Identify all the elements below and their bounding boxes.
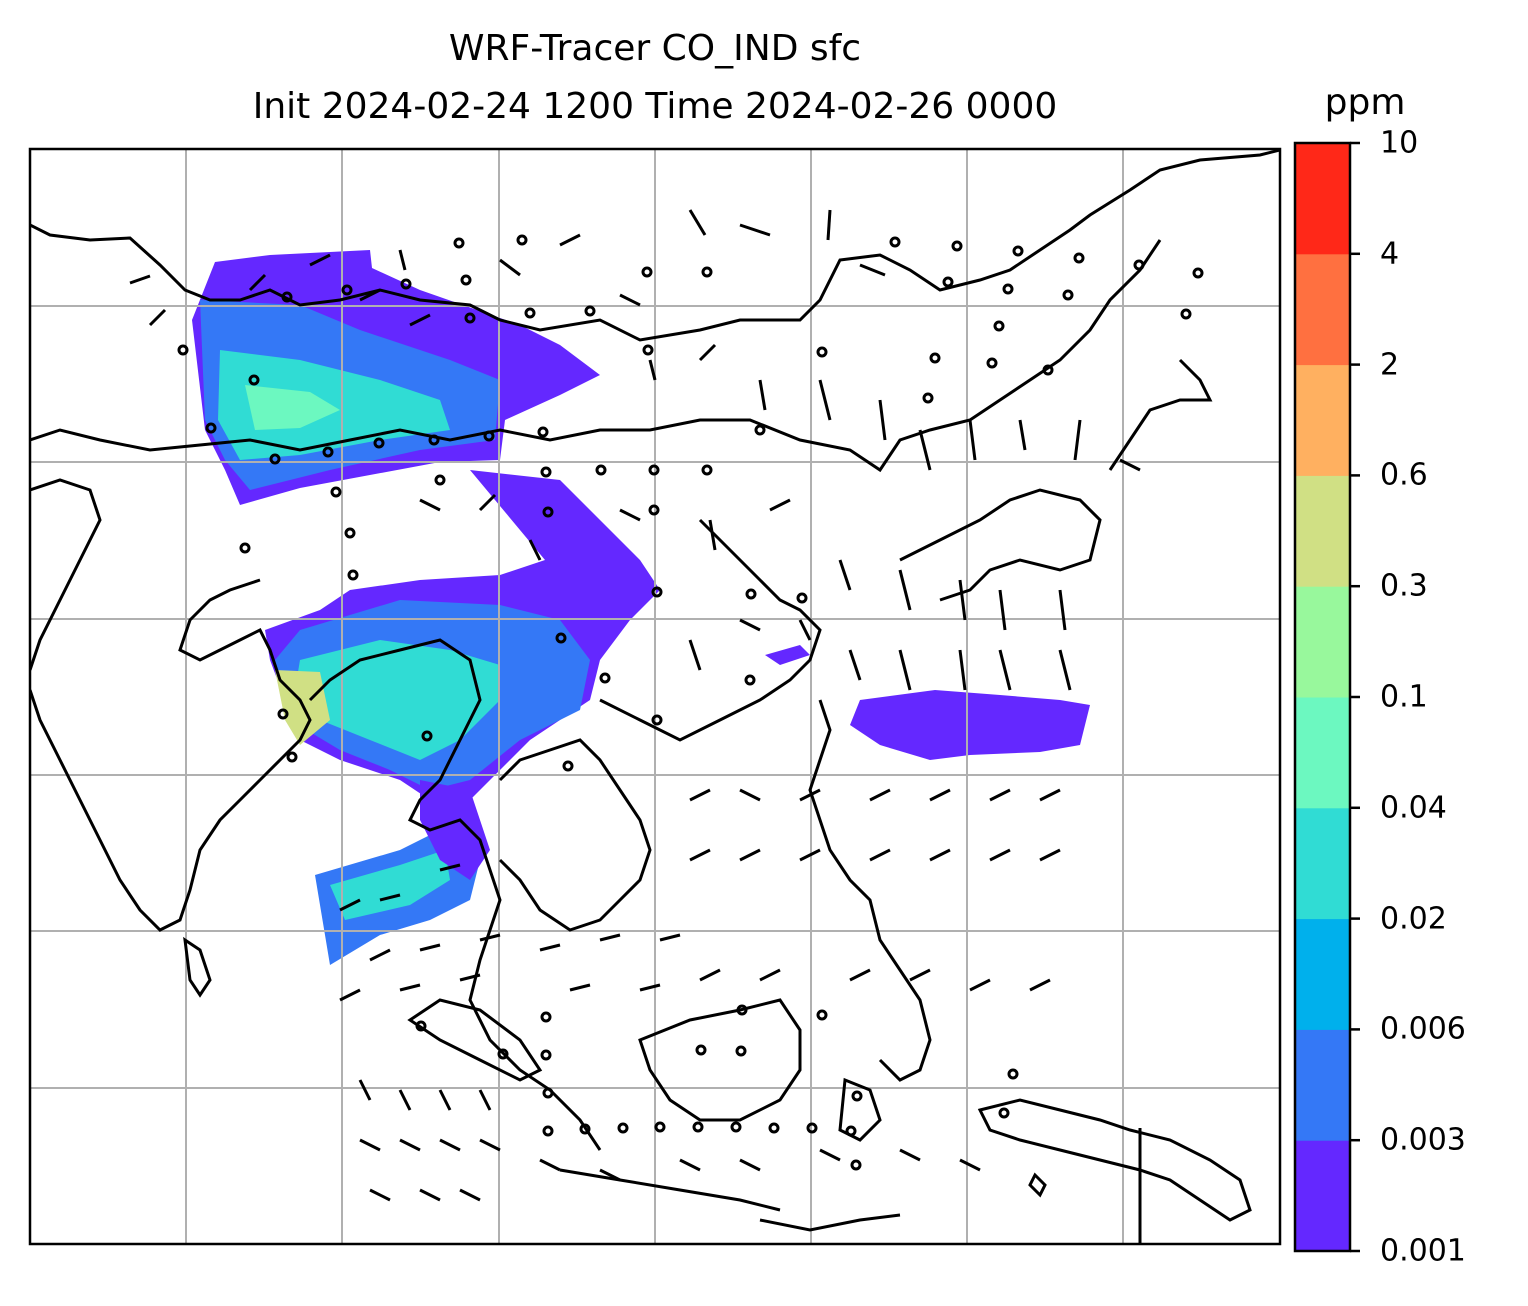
- colorbar-tick-label: 0.003: [1380, 1122, 1466, 1158]
- colorbar-tick-label: 0.1: [1380, 679, 1428, 715]
- colorbar-tick-label: 2: [1380, 347, 1400, 383]
- colorbar-bin-1: [1295, 1029, 1350, 1141]
- map-frame: [28, 147, 1282, 1246]
- colorbar-tick-label: 0.02: [1380, 901, 1447, 937]
- colorbar-bin-2: [1295, 918, 1350, 1030]
- colorbar-tick-label: 0.006: [1380, 1011, 1466, 1047]
- colorbar-tick-label: 0.04: [1380, 790, 1447, 826]
- colorbar-bin-6: [1295, 475, 1350, 587]
- colorbar-tick-label: 0.001: [1380, 1233, 1466, 1269]
- tracer-band-bay-south: [420, 780, 490, 880]
- colorbar-bin-0: [1295, 1140, 1350, 1252]
- tracer-band-bay-core: [330, 850, 450, 920]
- tracer-speck-scs: [765, 645, 810, 665]
- colorbar-unit: ppm: [1324, 82, 1406, 123]
- tracer-region-philippine-sea: [850, 690, 1090, 760]
- colorbar-bin-8: [1295, 253, 1350, 366]
- colorbar-bin-3: [1295, 807, 1350, 920]
- colorbar-bin-9: [1295, 143, 1350, 255]
- chart-title-line1: WRF-Tracer CO_IND sfc: [448, 28, 862, 69]
- calm-wind-markers: [177, 234, 1204, 1171]
- colorbar-bin-5: [1295, 586, 1350, 698]
- colorbar-tick-label: 10: [1380, 125, 1419, 161]
- wind-barbs: [129, 209, 1141, 1202]
- colorbar-tick-label: 4: [1380, 236, 1400, 272]
- coastlines: [30, 149, 1280, 1244]
- chart-title-line2: Init 2024-02-24 1200 Time 2024-02-26 000…: [252, 86, 1058, 127]
- map-area: [30, 149, 1280, 1244]
- gridlines: [30, 149, 1280, 1244]
- colorbar-bin-7: [1295, 364, 1350, 476]
- colorbar: [1293, 141, 1360, 1253]
- tracer-field: [192, 250, 1090, 965]
- tracer-region-north-india-peak: [245, 385, 340, 430]
- colorbar-bin-4: [1295, 697, 1350, 809]
- colorbar-tick-label: 0.3: [1380, 568, 1428, 604]
- colorbar-tick-label: 0.6: [1380, 457, 1428, 493]
